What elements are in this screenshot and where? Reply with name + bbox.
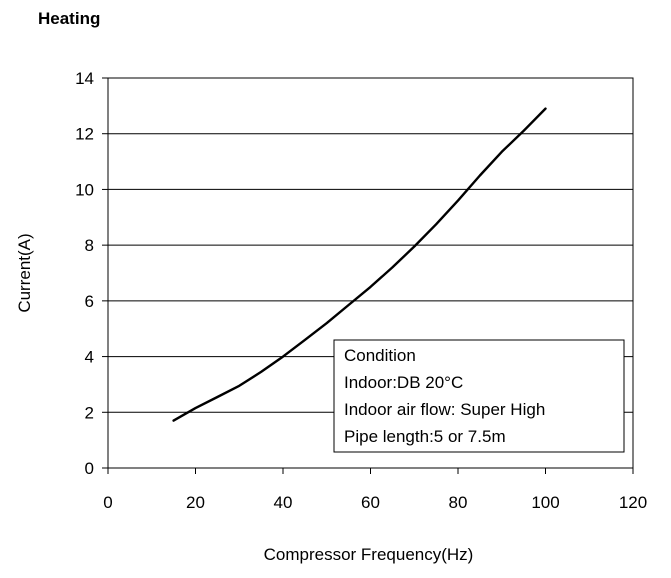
y-tick-label-2: 2 — [85, 403, 94, 422]
condition-line-0: Condition — [344, 346, 416, 365]
y-tick-label-12: 12 — [75, 125, 94, 144]
x-tick-label-0: 0 — [103, 493, 112, 512]
series-line-0 — [172, 107, 547, 422]
condition-box — [333, 339, 625, 453]
x-axis-ticks: 0 20 40 60 80 100 120 — [103, 468, 647, 512]
x-tick-label-100: 100 — [531, 493, 559, 512]
x-tick-label-80: 80 — [449, 493, 468, 512]
x-tick-label-120: 120 — [619, 493, 647, 512]
y-tick-label-0: 0 — [85, 459, 94, 478]
chart-title: Heating — [38, 9, 100, 28]
condition-line-1: Indoor:DB 20°C — [344, 373, 463, 392]
y-axis-ticks: 0 2 4 6 8 10 12 14 — [75, 69, 108, 478]
y-axis-label: Current(A) — [15, 233, 34, 312]
x-axis-label: Compressor Frequency(Hz) — [264, 545, 474, 564]
y-tick-label-6: 6 — [85, 292, 94, 311]
condition-annotation: Condition Indoor:DB 20°C Indoor air flow: … — [333, 339, 625, 453]
y-tick-label-8: 8 — [85, 236, 94, 255]
x-tick-label-40: 40 — [274, 493, 293, 512]
x-tick-label-60: 60 — [361, 493, 380, 512]
y-tick-label-14: 14 — [75, 69, 94, 88]
y-tick-label-4: 4 — [85, 348, 94, 367]
y-tick-label-10: 10 — [75, 180, 94, 199]
x-tick-label-20: 20 — [186, 493, 205, 512]
condition-line-3: Pipe length:5 or 7.5m — [344, 427, 506, 446]
condition-line-2: Indoor air flow: Super High — [344, 400, 545, 419]
series-group — [172, 107, 547, 422]
